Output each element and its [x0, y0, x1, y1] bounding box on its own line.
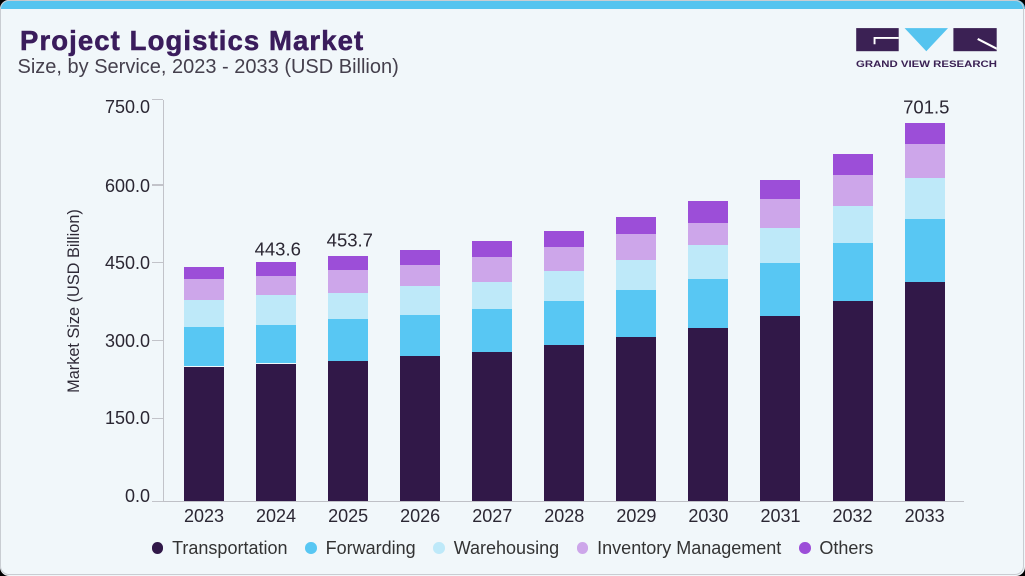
svg-text:GRAND VIEW RESEARCH: GRAND VIEW RESEARCH [856, 59, 997, 70]
